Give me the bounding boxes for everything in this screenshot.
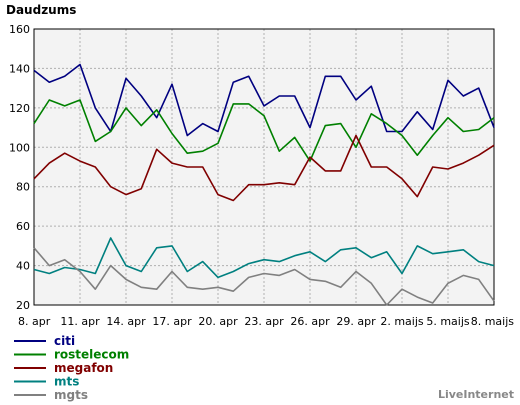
series-lines xyxy=(33,63,495,306)
legend-label-megafon: megafon xyxy=(54,361,113,375)
legend-label-mgts: mgts xyxy=(54,388,88,402)
y-tick-label: 20 xyxy=(16,299,30,312)
x-axis: 8. apr 11. apr 14. apr 17. apr 20. apr 23. ap… xyxy=(18,315,514,328)
x-tick-label: 11. apr xyxy=(60,315,100,328)
legend-label-citi: citi xyxy=(54,334,75,348)
y-tick-label: 160 xyxy=(9,23,30,36)
x-tick-label: 5. maijs xyxy=(426,315,470,328)
x-tick-label: 8. apr xyxy=(18,315,51,328)
brand-label: LiveInternet xyxy=(438,388,514,401)
y-tick-label: 60 xyxy=(16,220,30,233)
y-tick-label: 80 xyxy=(16,181,30,194)
series-line-mgts xyxy=(33,247,495,306)
x-tick-label: 29. apr xyxy=(336,315,376,328)
series-line-rostelecom xyxy=(33,99,495,162)
chart-title: Daudzums xyxy=(6,3,76,17)
x-tick-label: 2. maijs xyxy=(380,315,424,328)
y-tick-label: 120 xyxy=(9,102,30,115)
series-line-megafon xyxy=(33,134,495,202)
y-axis: 20 40 60 80 100 120 140 160 xyxy=(9,23,30,312)
plot-frame xyxy=(33,28,495,306)
y-tick-label: 100 xyxy=(9,141,30,154)
x-tick-label: 14. apr xyxy=(106,315,146,328)
series-line-mts xyxy=(33,237,495,279)
legend-label-rostelecom: rostelecom xyxy=(54,348,129,362)
x-tick-label: 8. maijs xyxy=(471,315,515,328)
x-tick-label: 23. apr xyxy=(244,315,284,328)
y-tick-label: 40 xyxy=(16,260,30,273)
x-tick-label: 20. apr xyxy=(198,315,238,328)
x-tick-label: 26. apr xyxy=(290,315,330,328)
y-tick-label: 140 xyxy=(9,62,30,75)
legend-label-mts: mts xyxy=(54,375,79,389)
x-tick-label: 17. apr xyxy=(152,315,192,328)
